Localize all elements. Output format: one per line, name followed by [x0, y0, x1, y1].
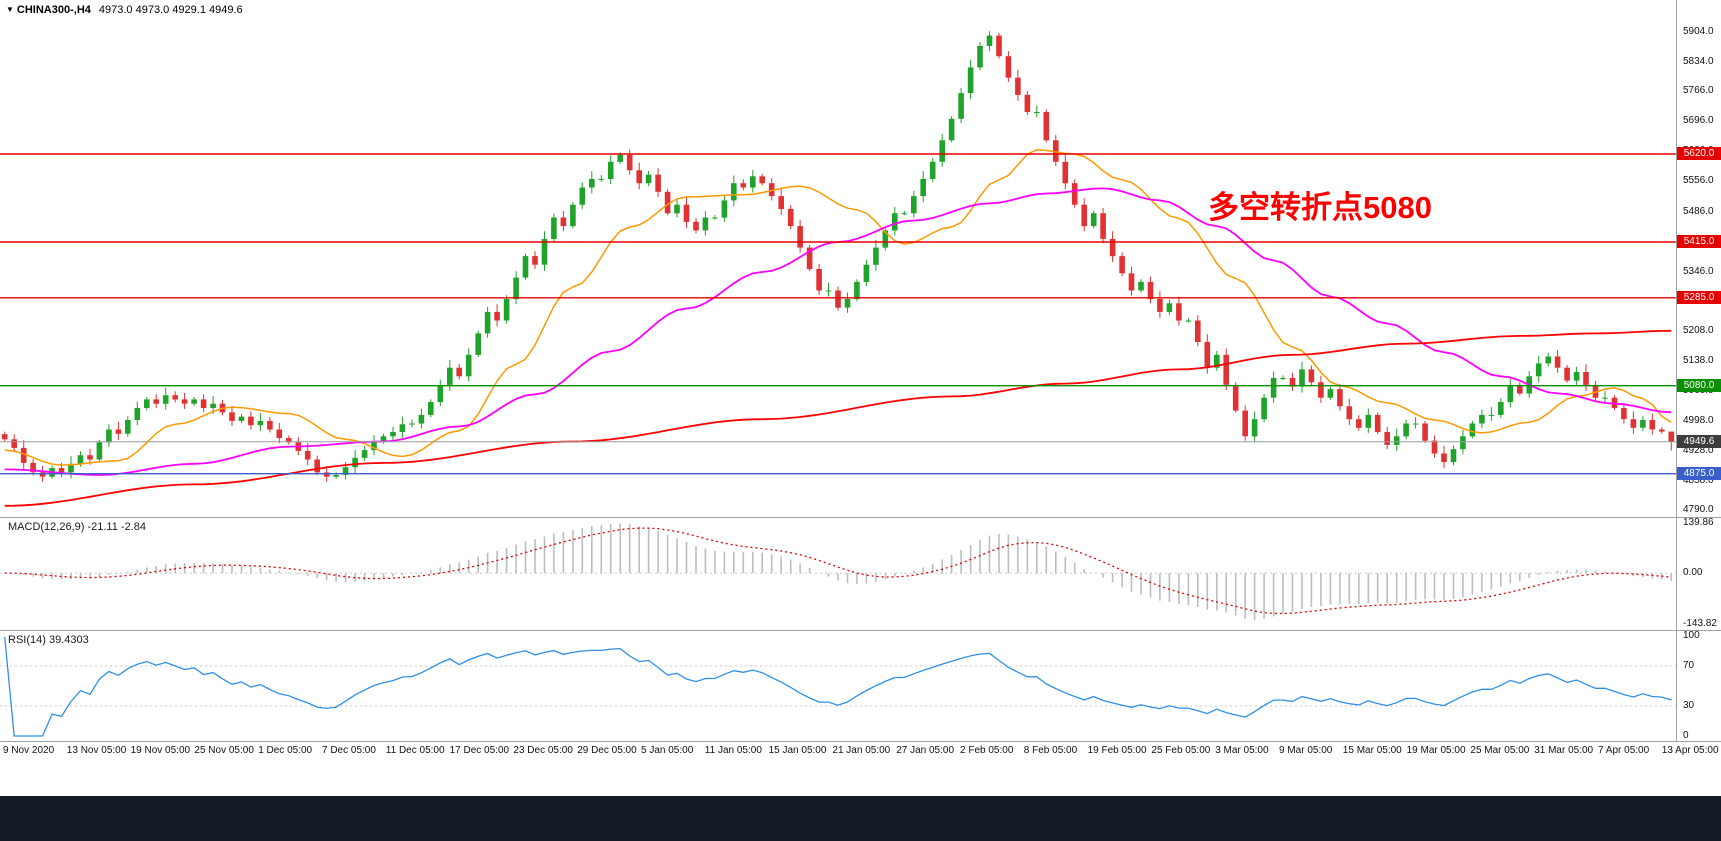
price-scale: 5904.05834.05766.05696.05626.05556.05486… [1677, 0, 1721, 517]
time-axis-label: 31 Mar 05:00 [1534, 745, 1594, 756]
time-axis-label: 25 Mar 05:00 [1470, 745, 1530, 756]
time-axis-label: 2 Feb 05:00 [960, 745, 1014, 756]
macd-axis-tick: 139.86 [1683, 517, 1714, 529]
time-axis-label: 9 Nov 2020 [3, 745, 55, 756]
price-axis-tick: 4858.0 [1683, 474, 1714, 486]
chart-header: ▼ CHINA300-,H4 4973.0 4973.0 4929.1 4949.6 [6, 4, 243, 16]
scale-separator-line [1676, 0, 1677, 741]
panel-separator[interactable] [0, 630, 1721, 631]
price-level-tag: 5620.0 [1677, 147, 1721, 161]
time-axis-label: 8 Feb 05:00 [1023, 745, 1078, 756]
panel-separator [0, 741, 1721, 742]
time-axis-label: 11 Jan 05:00 [704, 745, 762, 756]
time-axis-label: 3 Mar 05:00 [1215, 745, 1269, 756]
time-axis-label: 5 Jan 05:00 [641, 745, 694, 756]
time-axis-label: 15 Jan 05:00 [768, 745, 827, 756]
time-axis-label: 11 Dec 05:00 [385, 745, 445, 756]
time-axis-label: 19 Feb 05:00 [1087, 745, 1147, 756]
time-axis-label: 25 Feb 05:00 [1151, 745, 1211, 756]
price-axis-tick: 4928.0 [1683, 444, 1714, 456]
rsi-axis-tick: 70 [1683, 660, 1695, 671]
price-axis-tick: 5346.0 [1683, 265, 1714, 277]
price-axis-tick: 5138.0 [1683, 354, 1714, 366]
price-axis-tick: 4998.0 [1683, 414, 1714, 426]
rsi-label: RSI(14) 39.4303 [8, 634, 89, 646]
macd-scale: 139.86 0.00 -143.82 [1677, 517, 1721, 630]
time-axis-label: 25 Nov 05:00 [194, 745, 254, 756]
price-axis-tick: 4790.0 [1683, 504, 1714, 516]
rsi-axis-tick: 0 [1683, 730, 1689, 741]
annotation-text: 多空转折点5080 [1208, 190, 1432, 225]
time-axis-label: 13 Apr 05:00 [1661, 745, 1719, 756]
price-chart-plot[interactable] [0, 0, 1676, 517]
rsi-scale: 100 70 30 0 [1677, 630, 1721, 741]
panel-separator[interactable] [0, 517, 1721, 518]
price-axis-tick: 5766.0 [1683, 85, 1714, 97]
price-axis-tick: 5834.0 [1683, 56, 1714, 68]
rsi-axis-tick: 30 [1683, 700, 1695, 711]
time-axis-label: 19 Nov 05:00 [130, 745, 191, 756]
time-axis-label: 27 Jan 05:00 [896, 745, 955, 756]
time-axis-label: 17 Dec 05:00 [449, 745, 510, 756]
macd-axis-tick: -143.82 [1683, 618, 1717, 630]
macd-plot[interactable] [0, 518, 1676, 630]
price-axis-tick: 5556.0 [1683, 175, 1714, 187]
time-axis-label: 13 Nov 05:00 [66, 745, 127, 756]
macd-axis-tick: 0.00 [1683, 567, 1703, 579]
time-axis-label: 29 Dec 05:00 [577, 745, 637, 756]
price-axis-tick: 5208.0 [1683, 324, 1714, 336]
macd-label: MACD(12,26,9) -21.11 -2.84 [8, 521, 146, 533]
price-level-tag: 5415.0 [1677, 234, 1721, 248]
current-price-tag: 4949.6 [1677, 434, 1721, 448]
price-axis-tick: 5486.0 [1683, 205, 1714, 217]
price-level-tag: 4875.0 [1677, 466, 1721, 480]
time-axis-label: 19 Mar 05:00 [1406, 745, 1466, 756]
price-axis-tick: 5696.0 [1683, 115, 1714, 127]
time-axis-label: 7 Apr 05:00 [1598, 745, 1650, 756]
time-axis-label: 9 Mar 05:00 [1279, 745, 1333, 756]
symbol-timeframe-label: CHINA300-,H4 [16, 4, 91, 16]
price-level-tag: 5285.0 [1677, 290, 1721, 304]
price-level-tag: 5080.0 [1677, 378, 1721, 392]
bottom-bar [0, 796, 1721, 841]
time-axis-label: 15 Mar 05:00 [1342, 745, 1402, 756]
time-axis-label: 7 Dec 05:00 [322, 745, 376, 756]
time-axis-label: 1 Dec 05:00 [258, 745, 313, 756]
rsi-axis-tick: 100 [1683, 630, 1700, 641]
rsi-plot[interactable] [0, 631, 1676, 741]
time-axis-label: 23 Dec 05:00 [513, 745, 573, 756]
time-axis[interactable]: 9 Nov 2020 13 Nov 05:00 19 Nov 05:00 25 Nov… [0, 742, 1721, 762]
time-axis-label: 21 Jan 05:00 [832, 745, 891, 756]
ohlc-values: 4973.0 4973.0 4929.1 4949.6 [98, 4, 243, 16]
collapse-chart-icon[interactable]: ▼ [6, 5, 14, 14]
price-axis-tick: 5904.0 [1683, 26, 1714, 38]
